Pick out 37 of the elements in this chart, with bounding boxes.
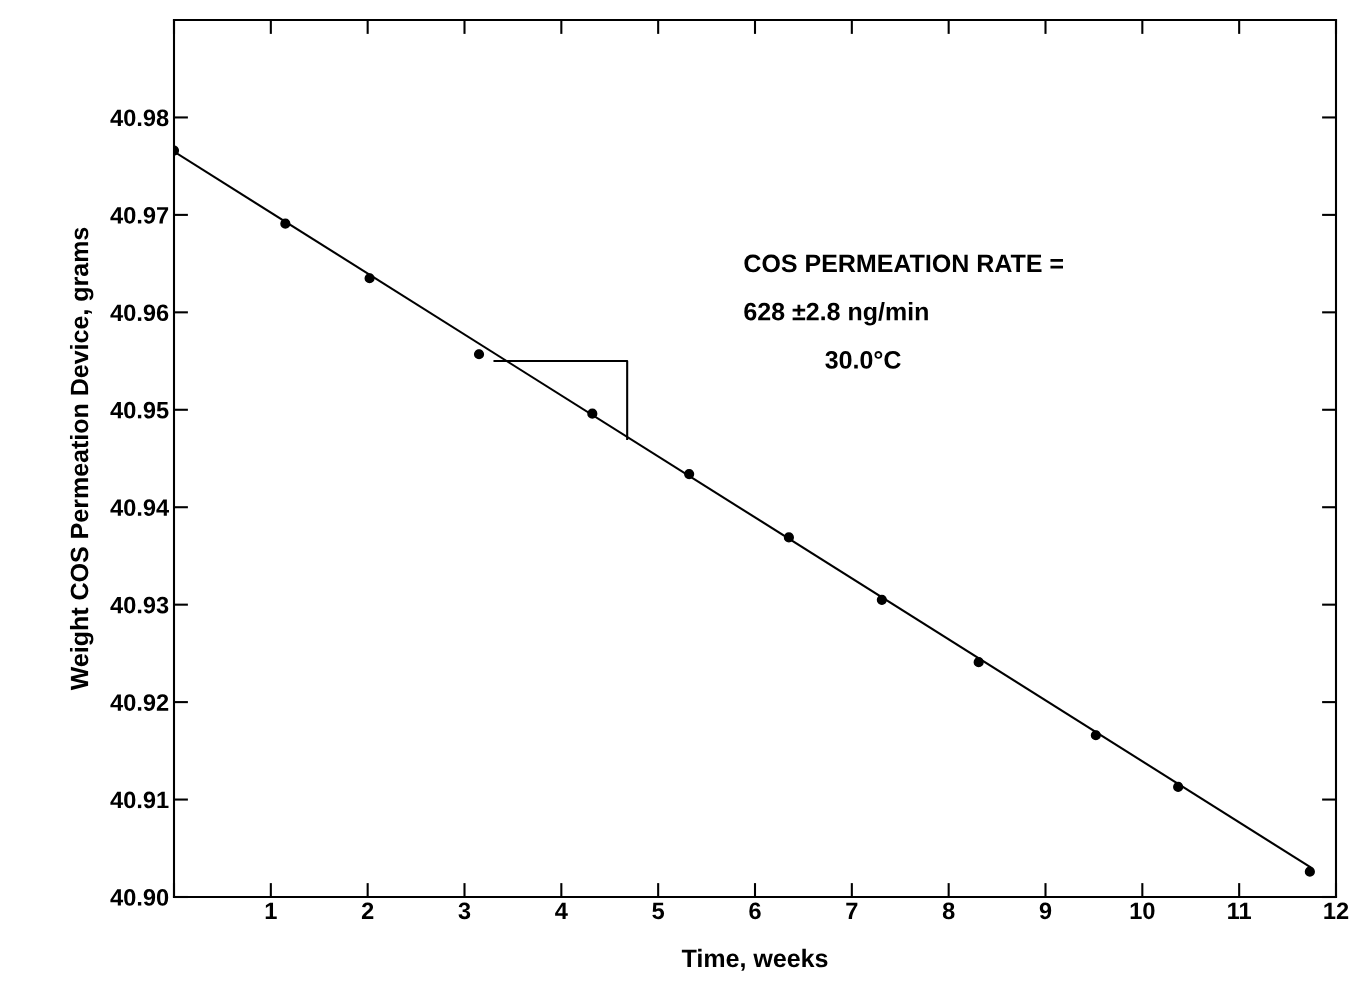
x-tick-label: 4 bbox=[555, 902, 568, 919]
point bbox=[280, 218, 291, 229]
annotation: COS PERMEATION RATE = bbox=[744, 254, 1064, 273]
y-tick-label: 40.97 bbox=[110, 206, 169, 224]
x-tick-label: 9 bbox=[1039, 902, 1052, 920]
annotation: 30.0°C bbox=[825, 351, 901, 369]
x-tick-label: 1 bbox=[265, 902, 277, 919]
y-tick-label: 40.93 bbox=[110, 596, 169, 614]
point bbox=[473, 349, 485, 360]
x-tick-label: 8 bbox=[942, 902, 955, 920]
point bbox=[364, 273, 375, 284]
y-axis-title: Weight COS Permeation Device, grams bbox=[69, 227, 94, 691]
x-tick-label: 7 bbox=[846, 902, 858, 919]
y-tick-label: 40.91 bbox=[110, 791, 169, 809]
x-tick-label: 10 bbox=[1130, 902, 1155, 920]
y-tick-label: 40.92 bbox=[110, 694, 169, 711]
point bbox=[684, 469, 695, 480]
text: 40.90 bbox=[110, 889, 169, 906]
x-tick-label: 12 bbox=[1324, 902, 1349, 919]
x-tick-label: 3 bbox=[458, 902, 471, 920]
x-tick-label: 11 bbox=[1228, 902, 1251, 919]
y-tick-label: 40.98 bbox=[110, 109, 169, 127]
x-tick-label: 6 bbox=[749, 902, 761, 920]
point bbox=[1304, 866, 1315, 877]
point bbox=[783, 532, 794, 543]
y-tick-label: 40.95 bbox=[110, 401, 169, 419]
point bbox=[876, 594, 887, 605]
point bbox=[1173, 781, 1184, 792]
point bbox=[973, 657, 984, 668]
point bbox=[587, 408, 598, 419]
point bbox=[1090, 730, 1101, 741]
annotation: 628 ±2.8 ng/min bbox=[744, 302, 928, 326]
y-tick-label: 40.96 bbox=[110, 304, 169, 322]
x-tick-label: 2 bbox=[361, 902, 374, 919]
x-tick-label: 5 bbox=[652, 902, 665, 920]
y-tick-label: 40.94 bbox=[110, 499, 170, 517]
x-axis-title: Time, weeks bbox=[681, 948, 828, 971]
